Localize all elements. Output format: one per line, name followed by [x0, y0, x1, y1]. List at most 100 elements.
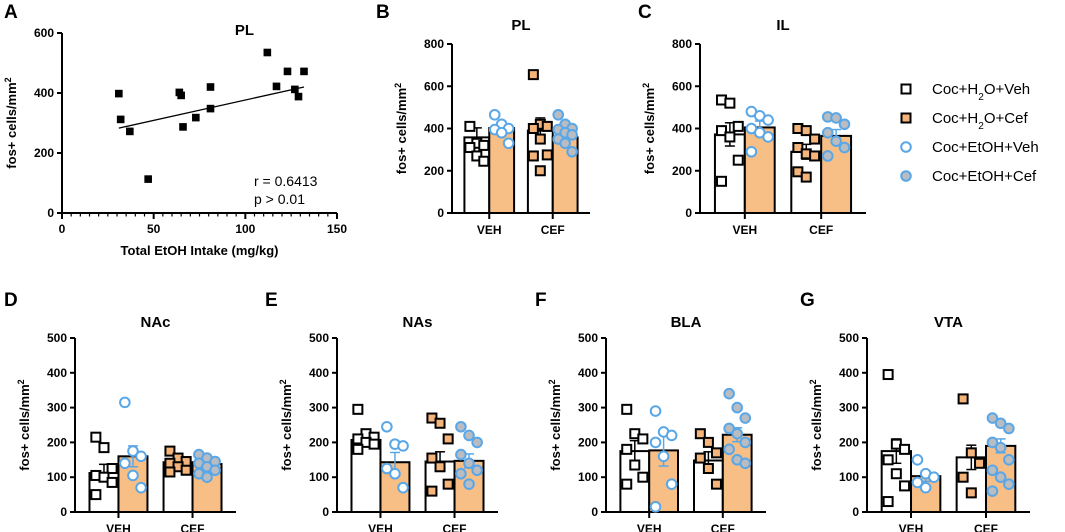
data-point-B [541, 120, 553, 132]
y-tick-label-E: 500 [309, 331, 329, 345]
data-point-G [1003, 478, 1015, 490]
data-point-F [657, 450, 670, 463]
data-point-E [463, 457, 475, 470]
legend-label: Coc+H2O+Veh [932, 81, 1030, 103]
x-tick-label-F: VEH [637, 522, 662, 532]
y-axis-label-E: fos+ cells/mm2 [278, 379, 294, 470]
legend-label: Coc+EtOH+Cef [932, 168, 1037, 185]
data-point-B [534, 165, 546, 177]
y-tick-label-G: 400 [839, 366, 859, 380]
data-point-C [830, 135, 842, 147]
data-point-G [882, 454, 894, 466]
chart-title-E: NAs [402, 314, 432, 331]
panel-label-F: F [535, 290, 547, 311]
data-point-E [389, 467, 401, 480]
data-point-G [899, 443, 911, 455]
y-tick-label-D: 400 [47, 366, 67, 380]
y-tick-label-G: 100 [839, 470, 859, 484]
data-point-F [649, 405, 662, 417]
x-tick-label-A: 50 [147, 222, 161, 236]
y-tick-label-B: 200 [424, 164, 444, 178]
legend-label: Coc+H2O+Cef [932, 110, 1028, 132]
data-point-E [455, 467, 467, 480]
data-point-D [127, 469, 139, 482]
chart-title-F: BLA [671, 314, 702, 331]
panel-label-D: D [4, 290, 18, 311]
legend-marker [900, 141, 912, 153]
data-point-C [732, 154, 744, 166]
data-point-F [637, 471, 649, 483]
y-tick-label-A: 400 [34, 86, 54, 100]
data-point-G [882, 369, 894, 381]
data-point-B [552, 108, 565, 121]
data-point-G [965, 487, 977, 499]
data-point-D [164, 445, 176, 457]
chart-title-C: IL [776, 17, 789, 34]
y-axis-label-F: fos+ cells/mm2 [547, 379, 563, 470]
y-tick-label-F: 500 [578, 331, 598, 345]
y-tick-label-D: 300 [47, 401, 67, 415]
data-point-D [135, 450, 147, 463]
y-tick-label-B: 0 [437, 206, 444, 220]
data-point-D [209, 464, 221, 477]
data-point-E [381, 420, 393, 433]
data-point-F [723, 443, 735, 456]
data-point-E [426, 452, 438, 464]
data-point-D [119, 457, 131, 470]
y-tick-label-E: 300 [309, 401, 329, 415]
data-point-G [994, 471, 1007, 484]
data-point-B [541, 149, 553, 161]
y-axis-label-G: fos+ cells/mm2 [808, 379, 824, 470]
data-point-B [488, 108, 501, 121]
data-point-E [442, 478, 454, 490]
annotation-r: r = 0.6413 [254, 173, 318, 189]
data-point-F [702, 436, 714, 448]
data-point-G [911, 454, 924, 466]
y-axis-label-C-group: fos+ cells/mm2 [641, 83, 657, 174]
x-tick-label-A: 100 [235, 222, 255, 236]
data-point-F [665, 478, 678, 490]
data-point-E [434, 461, 446, 473]
annotation-p: p > 0.01 [254, 191, 305, 207]
y-tick-label-E: 200 [309, 435, 329, 449]
data-point-E [455, 448, 467, 461]
data-point-G [899, 480, 911, 492]
data-point-G [1003, 454, 1015, 466]
data-point-C [838, 141, 851, 154]
x-tick-label-B: CEF [541, 223, 565, 237]
data-point-B [566, 129, 578, 141]
data-point-D [90, 489, 102, 501]
x-tick-label-F: CEF [711, 522, 735, 532]
y-tick-label-F: 100 [578, 470, 598, 484]
legend-label: Coc+EtOH+Veh [932, 139, 1039, 156]
data-point-B [464, 120, 476, 132]
x-tick-label-E: VEH [368, 522, 393, 532]
x-tick-label-D: VEH [106, 522, 131, 532]
y-tick-label-C: 0 [685, 206, 692, 220]
panel-label-A: A [4, 2, 18, 23]
y-tick-label-E: 100 [309, 470, 329, 484]
y-tick-label-F: 400 [578, 366, 598, 380]
scatter-point [115, 89, 123, 98]
chart-title-A: PL [235, 22, 254, 39]
y-tick-label-A: 0 [47, 206, 54, 220]
y-axis-label-D-group: fos+ cells/mm2 [16, 379, 32, 470]
y-axis-label-B: fos+ cells/mm2 [393, 83, 409, 174]
y-tick-label-G: 0 [852, 505, 859, 519]
panel-label-E: E [265, 290, 278, 311]
data-point-B [478, 139, 490, 151]
chart-title-B: PL [511, 17, 530, 34]
y-tick-label-C: 600 [672, 79, 692, 93]
data-point-G [957, 393, 969, 405]
data-point-B [502, 137, 515, 150]
data-point-D [90, 431, 102, 443]
y-axis-label-F-group: fos+ cells/mm2 [547, 379, 563, 470]
data-point-G [1003, 422, 1015, 435]
y-tick-label-D: 100 [47, 470, 67, 484]
scatter-point [126, 127, 134, 136]
y-tick-label-B: 800 [424, 37, 444, 51]
data-point-B [527, 150, 539, 162]
y-tick-label-A: 200 [34, 146, 54, 160]
x-tick-label-A: 0 [59, 222, 66, 236]
y-axis-label-B-group: fos+ cells/mm2 [393, 83, 409, 174]
